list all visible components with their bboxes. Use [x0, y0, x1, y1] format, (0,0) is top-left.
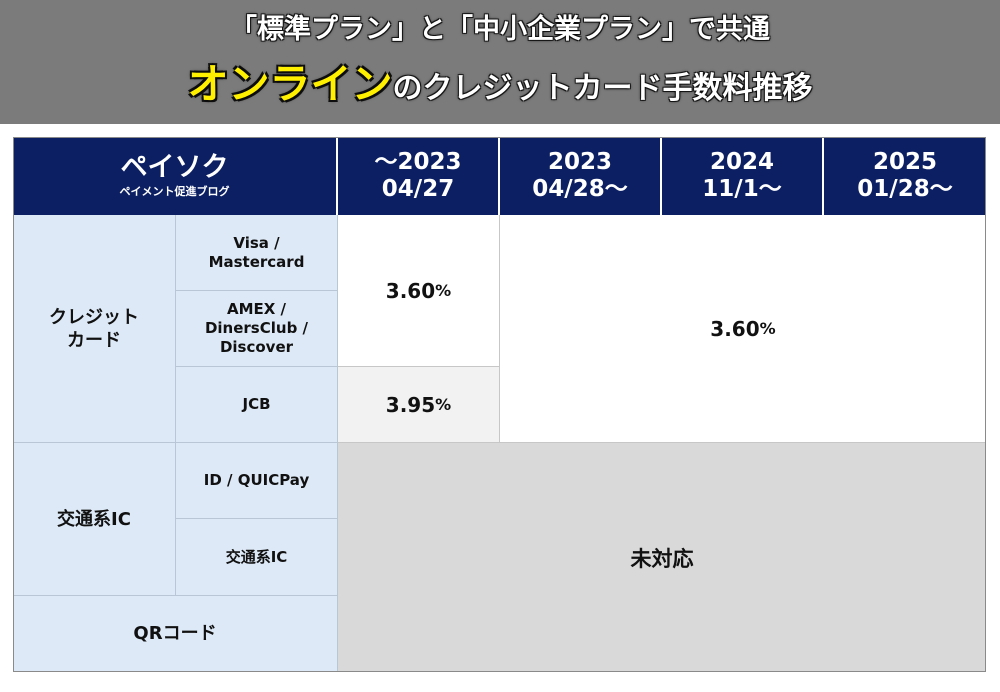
column-header-until-2023-04-27: 〜2023 04/27 [338, 137, 500, 215]
not-supported-cell: 未対応 [338, 443, 986, 672]
column-header-2023-04-28: 2023 04/28〜 [500, 137, 662, 215]
brand-title: ペイソク [120, 152, 229, 183]
banner-title-accent: オンライン [187, 60, 393, 108]
brand-header-cell: ペイソク ペイメント促進ブログ [13, 137, 338, 215]
banner-title-rest: のクレジットカード手数料推移 [392, 71, 813, 106]
category-credit-card: クレジット カード [13, 215, 176, 443]
banner-subtitle: 「標準プラン」と「中小企業プラン」で共通 [230, 14, 770, 45]
brand-subtitle: ペイメント促進ブログ [119, 185, 230, 198]
subcategory-id-quicpay: ID / QUICPay [176, 443, 338, 519]
column-header-2025-01-28: 2025 01/28〜 [824, 137, 986, 215]
subcategory-jcb: JCB [176, 367, 338, 443]
column-header-2024-11-1: 2024 11/1〜 [662, 137, 824, 215]
title-banner: 「標準プラン」と「中小企業プラン」で共通 オンラインのクレジットカード手数料推移 [0, 0, 1000, 124]
banner-title: オンラインのクレジットカード手数料推移 [0, 56, 1000, 121]
category-qr-code: QRコード [13, 596, 338, 672]
subcategory-visa-mastercard: Visa / Mastercard [176, 215, 338, 291]
subcategory-amex-diners-discover: AMEX / DinersClub / Discover [176, 291, 338, 367]
rate-visa-amex-before: 3.60% [338, 215, 500, 367]
rate-all-brands-after: 3.60% [500, 215, 986, 443]
category-transit-ic: 交通系IC [13, 443, 176, 596]
rate-jcb-before: 3.95% [338, 367, 500, 443]
subcategory-transit-ic: 交通系IC [176, 519, 338, 596]
